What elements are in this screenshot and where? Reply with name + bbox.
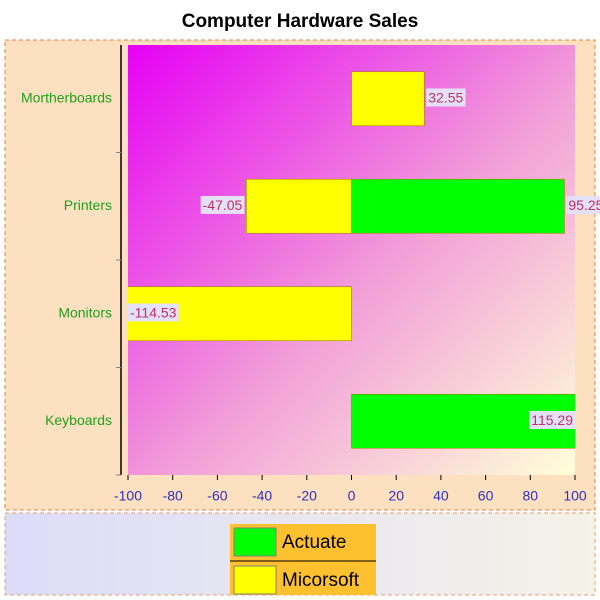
data-label: -114.53 bbox=[130, 304, 177, 320]
x-tick-label: 100 bbox=[563, 488, 587, 504]
bar bbox=[246, 178, 352, 234]
bar bbox=[351, 71, 425, 127]
data-label: 115.29 bbox=[531, 412, 573, 428]
data-label-box bbox=[200, 195, 245, 214]
legend-label: Micorsoft bbox=[282, 570, 360, 591]
data-label-box bbox=[529, 410, 576, 429]
x-tick-label: 60 bbox=[478, 488, 494, 504]
y-tick-label: Mortherboards bbox=[21, 89, 112, 105]
x-tick-label: 0 bbox=[348, 488, 356, 504]
legend-swatch bbox=[233, 527, 277, 557]
x-tick-label: -80 bbox=[163, 488, 183, 504]
bars bbox=[128, 71, 575, 449]
x-tick-label: -60 bbox=[207, 488, 227, 504]
x-tick-label: 40 bbox=[433, 488, 449, 504]
data-label: 32.55 bbox=[428, 89, 463, 105]
data-label-box bbox=[426, 88, 466, 107]
x-tick-label: -100 bbox=[114, 488, 142, 504]
bar bbox=[351, 178, 565, 234]
data-label: 95.25 bbox=[568, 197, 600, 213]
legend-label: Actuate bbox=[282, 532, 346, 553]
y-tick-label: Printers bbox=[64, 197, 112, 213]
x-tick-label: 20 bbox=[388, 488, 404, 504]
x-tick-label: -20 bbox=[297, 488, 317, 504]
data-label: -47.05 bbox=[203, 197, 243, 213]
data-label-box bbox=[128, 303, 179, 322]
y-tick-label: Keyboards bbox=[45, 412, 112, 428]
x-tick-label: 80 bbox=[523, 488, 539, 504]
data-label-box bbox=[566, 195, 600, 214]
x-tick-label: -40 bbox=[252, 488, 272, 504]
chart-title: Computer Hardware Sales bbox=[182, 11, 419, 32]
legend-swatch bbox=[233, 565, 277, 595]
y-tick-label: Monitors bbox=[58, 304, 112, 320]
